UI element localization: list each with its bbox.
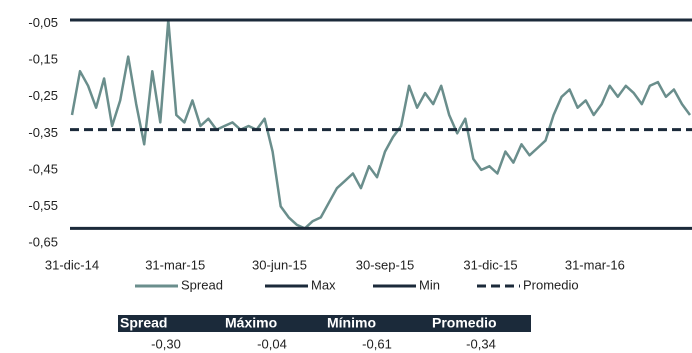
y-tick-label: -0,55 [28,198,58,213]
table-header-cell: Promedio [432,315,497,331]
x-tick-label: 30-sep-15 [356,257,415,272]
x-tick-label: 31-dic-14 [45,257,99,272]
spread-line [70,18,692,230]
table-header [118,315,531,332]
table-cell: -0,61 [362,336,392,351]
table-cell: -0,34 [466,336,496,351]
table-cell: -0,30 [151,336,181,351]
legend-label: Promedio [523,277,579,292]
table-header-cell: Spread [120,315,167,331]
table-header-cell: Máximo [225,315,277,331]
x-tick-label: 30-jun-15 [252,257,307,272]
y-tick-label: -0,05 [28,15,58,30]
table-cell: -0,04 [257,336,287,351]
legend-label: Spread [181,277,223,292]
y-tick-label: -0,25 [28,88,58,103]
y-tick-label: -0,45 [28,161,58,176]
y-tick-label: -0,15 [28,52,58,67]
x-tick-label: 31-mar-16 [565,257,625,272]
x-tick-label: 31-mar-15 [145,257,205,272]
legend-label: Min [419,277,440,292]
table-header-cell: Mínimo [327,315,376,331]
y-tick-label: -0,65 [28,234,58,249]
x-tick-label: 31-dic-15 [463,257,517,272]
legend-label: Max [311,277,336,292]
y-tick-label: -0,35 [28,125,58,140]
